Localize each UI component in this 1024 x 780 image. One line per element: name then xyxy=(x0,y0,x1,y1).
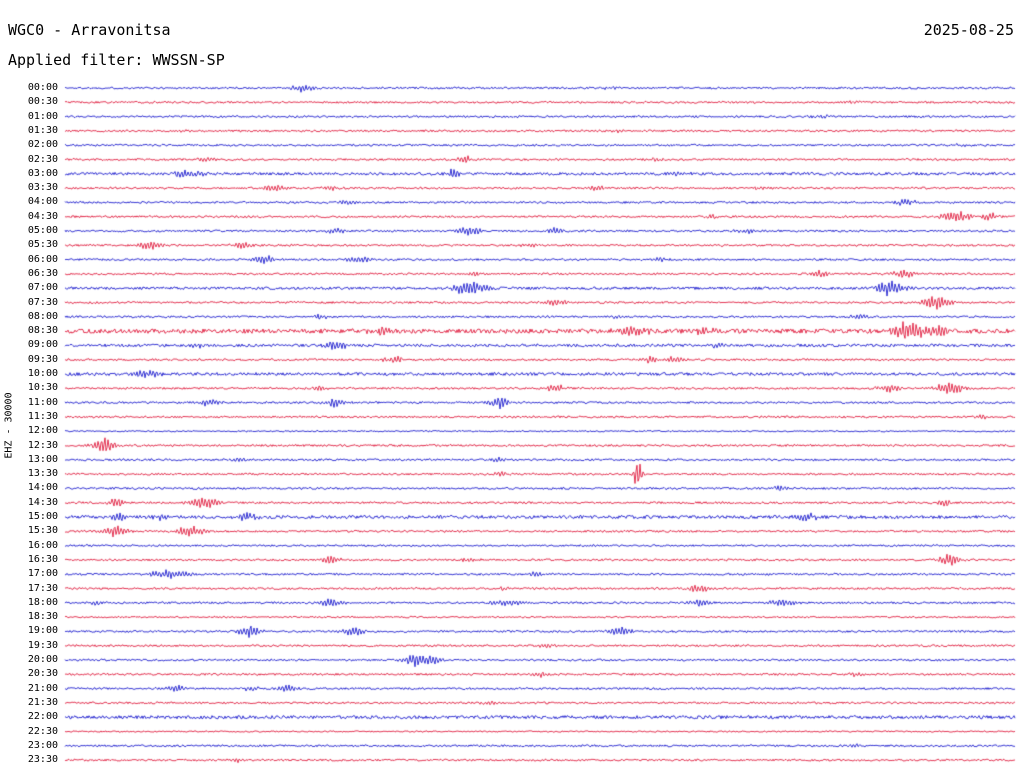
time-label: 13:30 xyxy=(27,468,58,480)
time-label: 08:30 xyxy=(27,325,58,337)
time-label: 02:00 xyxy=(27,139,58,151)
time-label: 20:00 xyxy=(27,654,58,665)
time-label: 13:00 xyxy=(27,453,58,465)
time-label: 14:00 xyxy=(27,482,58,494)
time-label: 08:00 xyxy=(27,310,58,322)
time-label: 10:30 xyxy=(27,382,58,394)
time-label: 11:00 xyxy=(27,396,58,408)
time-label: 05:30 xyxy=(27,239,58,251)
date-label: 2025-08-25 xyxy=(923,21,1014,39)
time-label: 19:30 xyxy=(27,639,58,651)
time-label: 06:00 xyxy=(27,253,58,265)
time-label: 21:30 xyxy=(27,696,58,708)
time-label: 07:30 xyxy=(27,296,58,308)
station-title: WGC0 - Arravonitsa xyxy=(8,21,171,39)
time-label: 19:00 xyxy=(27,625,58,637)
time-label: 06:30 xyxy=(27,267,58,279)
time-label: 04:00 xyxy=(27,196,58,208)
time-axis: 00:00 00:30 01:00 01:30 02:00 02:30 03:00 03:30… xyxy=(0,0,60,780)
time-label: 00:30 xyxy=(27,96,58,108)
time-label: 12:30 xyxy=(27,439,58,451)
time-label: 10:00 xyxy=(27,368,58,379)
time-label: 23:30 xyxy=(27,754,58,766)
time-label: 20:30 xyxy=(27,668,58,680)
time-label: 22:00 xyxy=(27,711,58,723)
time-label: 03:00 xyxy=(27,167,58,179)
time-label: 01:00 xyxy=(27,110,58,122)
time-label: 17:00 xyxy=(27,568,58,580)
time-label: 02:30 xyxy=(27,153,58,165)
time-label: 12:00 xyxy=(27,425,58,437)
time-label: 09:00 xyxy=(27,339,58,351)
time-label: 07:00 xyxy=(27,282,58,294)
applied-filter-label: Applied filter: WWSSN-SP xyxy=(8,51,225,69)
time-label: 11:30 xyxy=(27,410,58,422)
time-label: 23:00 xyxy=(27,739,58,751)
time-label: 09:30 xyxy=(27,353,58,365)
time-label: 01:30 xyxy=(27,124,58,136)
time-label: 15:00 xyxy=(27,511,58,522)
time-label: 18:30 xyxy=(27,611,58,623)
time-label: 03:30 xyxy=(27,182,58,194)
time-label: 00:00 xyxy=(27,82,58,93)
time-label: 15:30 xyxy=(27,525,58,537)
time-label: 05:00 xyxy=(27,225,58,236)
time-label: 16:30 xyxy=(27,553,58,565)
time-label: 14:30 xyxy=(27,496,58,508)
time-label: 22:30 xyxy=(27,725,58,737)
time-label: 16:00 xyxy=(27,539,58,551)
time-label: 18:00 xyxy=(27,596,58,608)
time-label: 21:00 xyxy=(27,682,58,694)
time-label: 17:30 xyxy=(27,582,58,594)
time-label: 04:30 xyxy=(27,210,58,222)
